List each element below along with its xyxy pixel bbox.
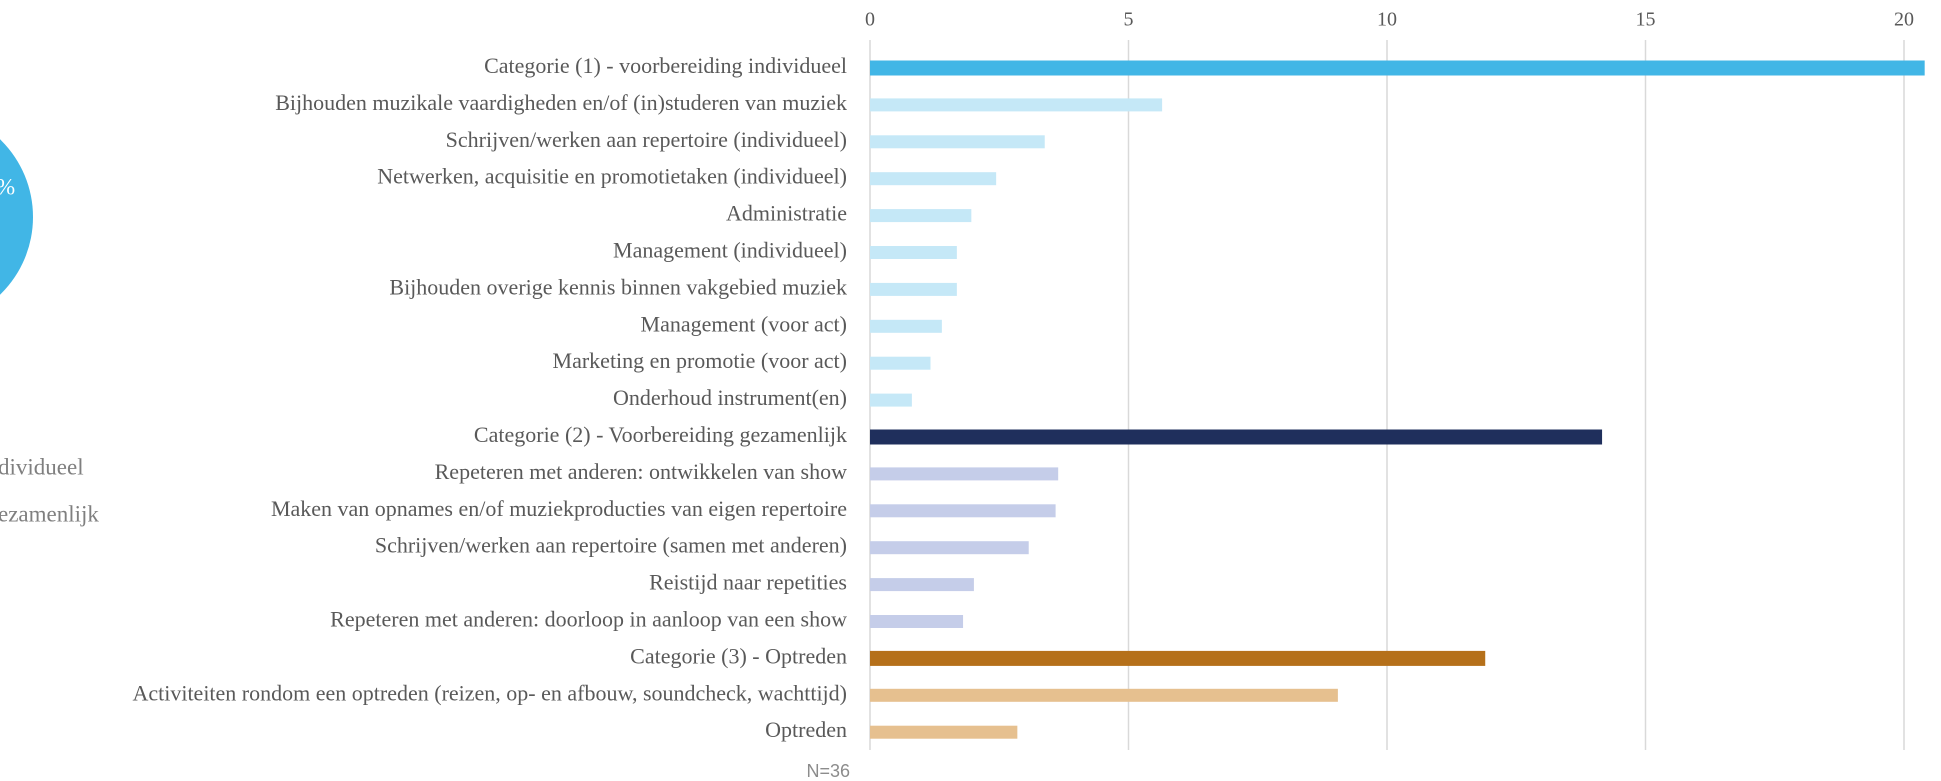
x-tick-label: 15 bbox=[1636, 9, 1656, 31]
y-tick-label: Repeteren met anderen: doorloop in aanlo… bbox=[330, 607, 847, 632]
y-tick-label: Bijhouden overige kennis binnen vakgebie… bbox=[389, 274, 847, 299]
x-tick-label: 20 bbox=[1894, 9, 1914, 31]
bar bbox=[870, 98, 1163, 112]
y-tick-label: Repeteren met anderen: ontwikkelen van s… bbox=[435, 459, 847, 484]
y-tick-label: Activiteiten rondom een optreden (reizen… bbox=[132, 680, 847, 705]
bar bbox=[870, 541, 1029, 555]
bar bbox=[870, 578, 974, 592]
y-tick-label: Schrijven/werken aan repertoire (samen m… bbox=[375, 533, 847, 558]
bar bbox=[870, 467, 1059, 481]
pie-fragment bbox=[0, 139, 33, 295]
y-tick-label: Categorie (2) - Voorbereiding gezamenlij… bbox=[474, 422, 847, 447]
bar bbox=[870, 504, 1056, 518]
y-tick-label: Administratie bbox=[726, 201, 847, 226]
y-tick-label: Maken van opnames en/of muziekproducties… bbox=[271, 496, 847, 521]
bar bbox=[870, 725, 1018, 739]
bar bbox=[870, 135, 1045, 149]
legend-fragment: ezamenlijk bbox=[0, 501, 99, 526]
y-tick-label: Marketing en promotie (voor act) bbox=[553, 348, 847, 373]
legend-fragment: dividueel bbox=[0, 454, 84, 479]
y-tick-label: Optreden bbox=[765, 717, 847, 742]
y-tick-label: Bijhouden muzikale vaardigheden en/of (i… bbox=[275, 90, 847, 115]
bar bbox=[870, 615, 964, 628]
note: N=36 bbox=[806, 761, 850, 781]
bar bbox=[870, 393, 912, 407]
pie-label: % bbox=[0, 174, 15, 199]
x-tick-label: 5 bbox=[1124, 9, 1134, 31]
y-tick-label: Schrijven/werken aan repertoire (individ… bbox=[446, 127, 847, 152]
bar bbox=[870, 246, 957, 259]
bar bbox=[870, 60, 1925, 76]
bar bbox=[870, 356, 931, 370]
y-tick-label: Onderhoud instrument(en) bbox=[613, 385, 847, 410]
x-tick-label: 0 bbox=[865, 9, 875, 31]
bar bbox=[870, 429, 1603, 445]
y-tick-label: Netwerken, acquisitie en promotietaken (… bbox=[377, 164, 847, 189]
y-tick-label: Reistijd naar repetities bbox=[649, 570, 847, 595]
bar bbox=[870, 688, 1338, 702]
x-tick-label: 10 bbox=[1377, 9, 1397, 31]
bar bbox=[870, 282, 957, 296]
bar bbox=[870, 319, 942, 333]
bar bbox=[870, 650, 1486, 666]
y-tick-label: Management (individueel) bbox=[613, 238, 847, 263]
y-tick-label: Management (voor act) bbox=[641, 311, 847, 336]
y-tick-label: Categorie (3) - Optreden bbox=[630, 643, 847, 668]
bar bbox=[870, 172, 997, 186]
y-tick-label: Categorie (1) - voorbereiding individuee… bbox=[484, 53, 847, 78]
bar bbox=[870, 209, 972, 223]
